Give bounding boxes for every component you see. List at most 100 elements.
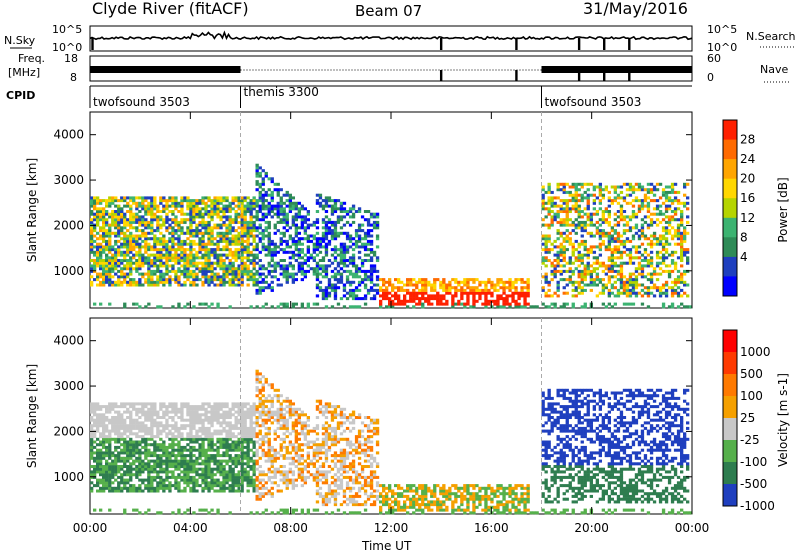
power-cell <box>192 215 195 218</box>
power-cell <box>204 273 207 276</box>
power-cell <box>581 275 584 278</box>
velocity-cell <box>96 405 99 408</box>
power-cell <box>584 248 587 251</box>
velocity-cell <box>213 402 216 405</box>
velocity-cell <box>207 421 210 424</box>
power-cell <box>247 240 250 243</box>
power-cell <box>442 284 445 287</box>
velocity-cell <box>159 421 162 424</box>
power-cell <box>174 259 177 262</box>
velocity-cell <box>201 405 204 408</box>
power-cell <box>557 188 560 191</box>
power-cell <box>668 270 671 273</box>
power-cell <box>156 305 159 308</box>
power-cell <box>629 284 632 287</box>
power-cell <box>171 256 174 259</box>
power-cell <box>156 278 159 281</box>
velocity-cell <box>117 416 120 419</box>
velocity-cell <box>210 479 213 482</box>
velocity-cell <box>165 451 168 454</box>
power-cell <box>313 251 316 254</box>
velocity-cell <box>99 490 102 493</box>
power-cell <box>587 205 590 208</box>
power-cell <box>611 256 614 259</box>
power-cell <box>623 289 626 292</box>
power-cell <box>123 264 126 267</box>
power-cell <box>677 286 680 289</box>
power-cell <box>213 226 216 229</box>
power-cell <box>578 210 581 213</box>
power-cell <box>569 278 572 281</box>
power-cell <box>551 205 554 208</box>
power-cell <box>108 240 111 243</box>
power-cell <box>593 262 596 265</box>
velocity-cell <box>102 479 105 482</box>
power-cell <box>662 229 665 232</box>
velocity-cell <box>108 451 111 454</box>
power-cell <box>198 202 201 205</box>
power-cell <box>108 232 111 235</box>
power-cell <box>126 275 129 278</box>
power-cell <box>168 275 171 278</box>
power-cell <box>229 264 232 267</box>
power-cell <box>183 251 186 254</box>
velocity-cell <box>198 468 201 471</box>
power-cell <box>656 183 659 186</box>
power-cell <box>358 305 361 308</box>
power-cell <box>611 270 614 273</box>
power-cell <box>216 273 219 276</box>
power-cell <box>138 273 141 276</box>
power-cell <box>334 267 337 270</box>
power-cell <box>614 186 617 189</box>
power-cell <box>150 229 153 232</box>
power-cell <box>219 207 222 210</box>
velocity-cell <box>207 416 210 419</box>
power-cell <box>253 254 256 257</box>
power-cell <box>132 240 135 243</box>
power-cell <box>247 259 250 262</box>
power-cell <box>265 207 268 210</box>
power-cell <box>635 275 638 278</box>
velocity-cell <box>132 443 135 446</box>
power-cell <box>596 186 599 189</box>
power-cell <box>632 256 635 259</box>
power-cell <box>186 205 189 208</box>
power-cell <box>575 205 578 208</box>
power-cell <box>241 256 244 259</box>
power-cell <box>316 218 319 221</box>
power-cell <box>659 262 662 265</box>
power-cell <box>232 202 235 205</box>
power-cell <box>262 237 265 240</box>
power-cell <box>138 235 141 238</box>
velocity-cell <box>195 438 198 441</box>
power-cell <box>367 240 370 243</box>
power-cell <box>304 270 307 273</box>
velocity-cell <box>96 443 99 446</box>
power-cell <box>216 199 219 202</box>
velocity-cell <box>186 411 189 414</box>
power-cell <box>111 224 114 227</box>
power-cell <box>554 205 557 208</box>
velocity-cell <box>186 419 189 422</box>
velocity-cell <box>162 487 165 490</box>
power-cell <box>629 240 632 243</box>
power-cell <box>611 292 614 295</box>
power-cell <box>340 254 343 257</box>
power-cell <box>189 199 192 202</box>
power-cell <box>177 240 180 243</box>
velocity-cell <box>105 470 108 473</box>
power-cell <box>572 183 575 186</box>
power-cell <box>168 264 171 267</box>
power-cell <box>502 297 505 300</box>
velocity-cell <box>117 470 120 473</box>
power-cell <box>472 294 475 297</box>
velocity-cell <box>120 419 123 422</box>
power-cell <box>201 303 204 306</box>
power-cell <box>183 196 186 199</box>
power-cell <box>662 218 665 221</box>
power-cell <box>581 259 584 262</box>
power-cell <box>256 284 259 287</box>
power-cell <box>180 264 183 267</box>
power-cell <box>108 248 111 251</box>
velocity-cell <box>147 419 150 422</box>
